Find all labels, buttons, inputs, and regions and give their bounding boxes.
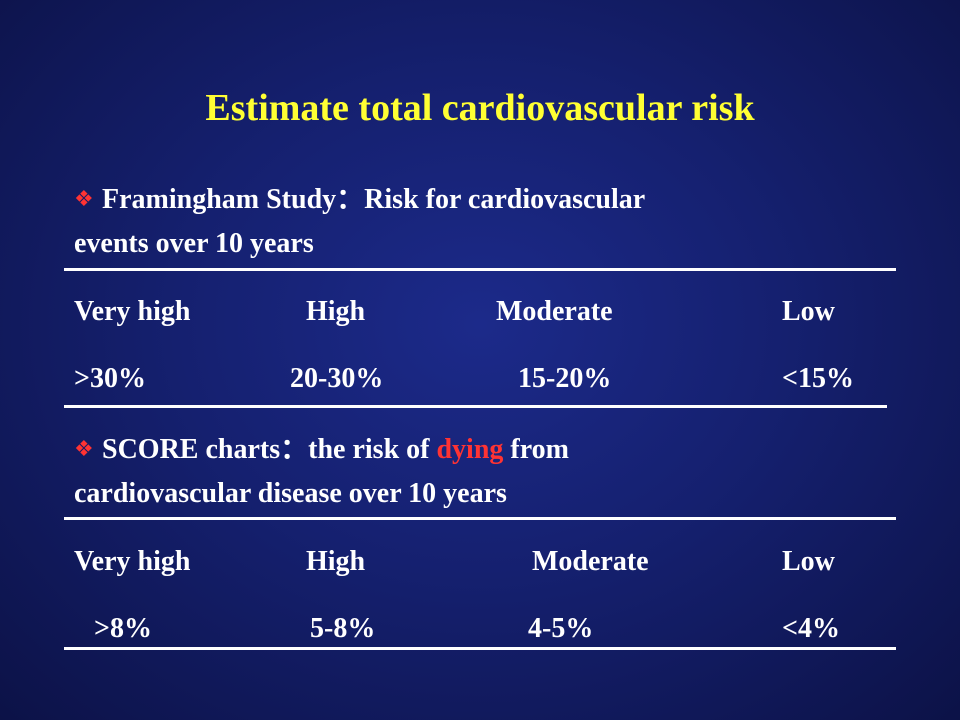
slide-title: Estimate total cardiovascular risk <box>205 87 755 129</box>
score-value-low: <4% <box>782 613 840 644</box>
divider-line <box>64 517 896 520</box>
framingham-level-high: High <box>306 296 366 327</box>
score-separator: ： <box>280 434 309 465</box>
framingham-level-low: Low <box>782 296 835 327</box>
framingham-value-moderate: 15-20% <box>518 363 612 394</box>
score-value-very-high: >8% <box>94 613 152 644</box>
framingham-value-high: 20-30% <box>290 363 384 394</box>
score-value-high: 5-8% <box>310 613 376 644</box>
score-description-line2: cardiovascular disease over 10 years <box>74 478 507 509</box>
score-level-very-high: Very high <box>74 546 191 577</box>
framingham-level-moderate: Moderate <box>496 296 613 327</box>
divider-line <box>64 268 896 271</box>
framingham-value-very-high: >30% <box>74 363 146 394</box>
score-description-before: the risk of <box>308 434 430 465</box>
score-level-low: Low <box>782 546 835 577</box>
divider-line <box>64 647 896 650</box>
diamond-bullet-icon: ❖ <box>74 437 94 462</box>
divider-line <box>64 405 887 408</box>
diamond-bullet-icon: ❖ <box>74 187 94 212</box>
framingham-level-very-high: Very high <box>74 296 191 327</box>
score-level-high: High <box>306 546 366 577</box>
score-description: ❖ SCORE charts：the risk of dying from car… <box>74 428 894 516</box>
framingham-description-line1: Risk for cardiovascular <box>364 184 646 215</box>
framingham-value-low: <15% <box>782 363 854 394</box>
framingham-description: ❖ Framingham Study：Risk for cardiovascula… <box>74 178 894 266</box>
score-description-after: from <box>510 434 569 465</box>
score-highlight-word: dying <box>436 434 504 465</box>
score-level-moderate: Moderate <box>532 546 649 577</box>
score-name: SCORE charts <box>102 434 281 465</box>
framingham-description-line2: events over 10 years <box>74 228 314 259</box>
framingham-name: Framingham Study <box>102 184 337 215</box>
framingham-separator: ： <box>336 184 365 215</box>
score-value-moderate: 4-5% <box>528 613 594 644</box>
